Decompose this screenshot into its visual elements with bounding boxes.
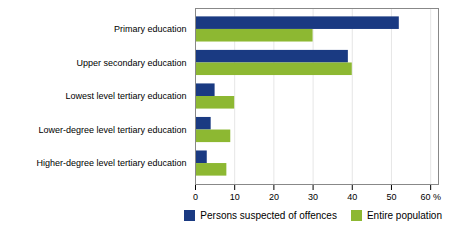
svg-text:10: 10: [230, 192, 240, 202]
svg-text:Lower-degree level tertiary ed: Lower-degree level tertiary education: [38, 125, 186, 135]
html-text:Entire population: Entire population: [366, 210, 442, 221]
svg-text:30: 30: [308, 192, 318, 202]
svg-text:40: 40: [347, 192, 357, 202]
svg-text:Primary education: Primary education: [114, 24, 187, 34]
html-text:Persons suspected of offences: Persons suspected of offences: [200, 210, 337, 221]
svg-text:Upper secondary education: Upper secondary education: [76, 58, 186, 68]
svg-text:60 %: 60 %: [420, 192, 441, 202]
svg-text:Lowest level tertiary educatio: Lowest level tertiary education: [65, 91, 186, 101]
svg-text:0: 0: [193, 192, 198, 202]
svg-text:50: 50: [386, 192, 396, 202]
svg-text:Higher-degree level tertiary e: Higher-degree level tertiary education: [36, 158, 186, 168]
svg-text:20: 20: [269, 192, 279, 202]
